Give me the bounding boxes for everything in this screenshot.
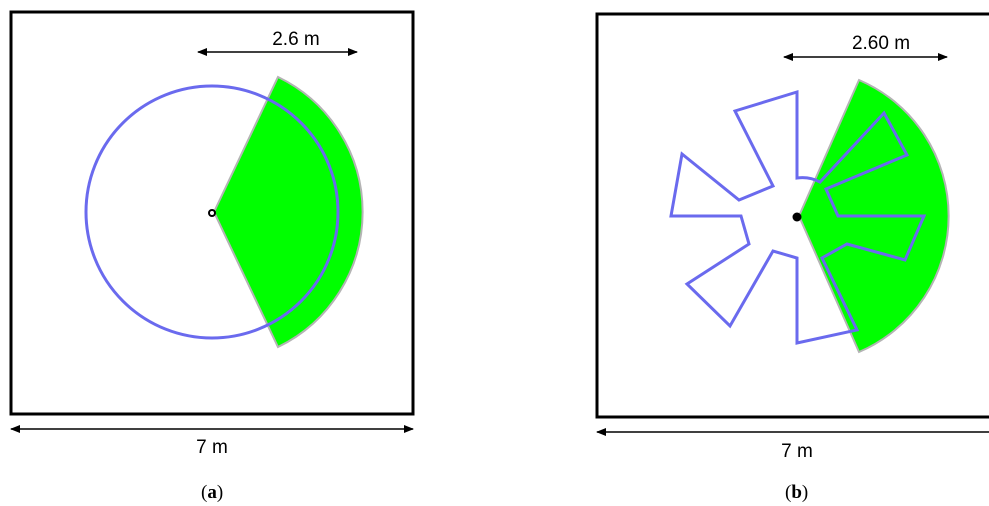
caption-open: (	[201, 482, 208, 503]
diagram-a: 2.6 m 7 m	[9, 10, 415, 458]
range-label: 2.6 m	[272, 29, 320, 50]
panel-a: 2.6 m 7 m	[0, 0, 430, 480]
caption-letter: b	[791, 482, 802, 503]
caption-letter: a	[207, 482, 217, 503]
star-trajectory	[669, 89, 927, 345]
coverage-sector	[212, 75, 364, 349]
caption-b: (b)	[785, 482, 808, 504]
caption-a: (a)	[201, 482, 223, 504]
circular-trajectory	[84, 84, 340, 340]
diagram-b: 2.60 m 7 m	[595, 12, 989, 462]
room-width-label: 7 m	[196, 437, 228, 458]
panel-b: 2.60 m 7 m	[585, 0, 989, 480]
room-width-label: 7 m	[781, 441, 813, 462]
sensor-position	[208, 209, 216, 217]
caption-open: (	[785, 482, 792, 503]
sensor-position	[792, 212, 802, 222]
caption-close: )	[216, 482, 224, 503]
range-label: 2.60 m	[852, 33, 910, 54]
caption-close: )	[801, 482, 809, 503]
